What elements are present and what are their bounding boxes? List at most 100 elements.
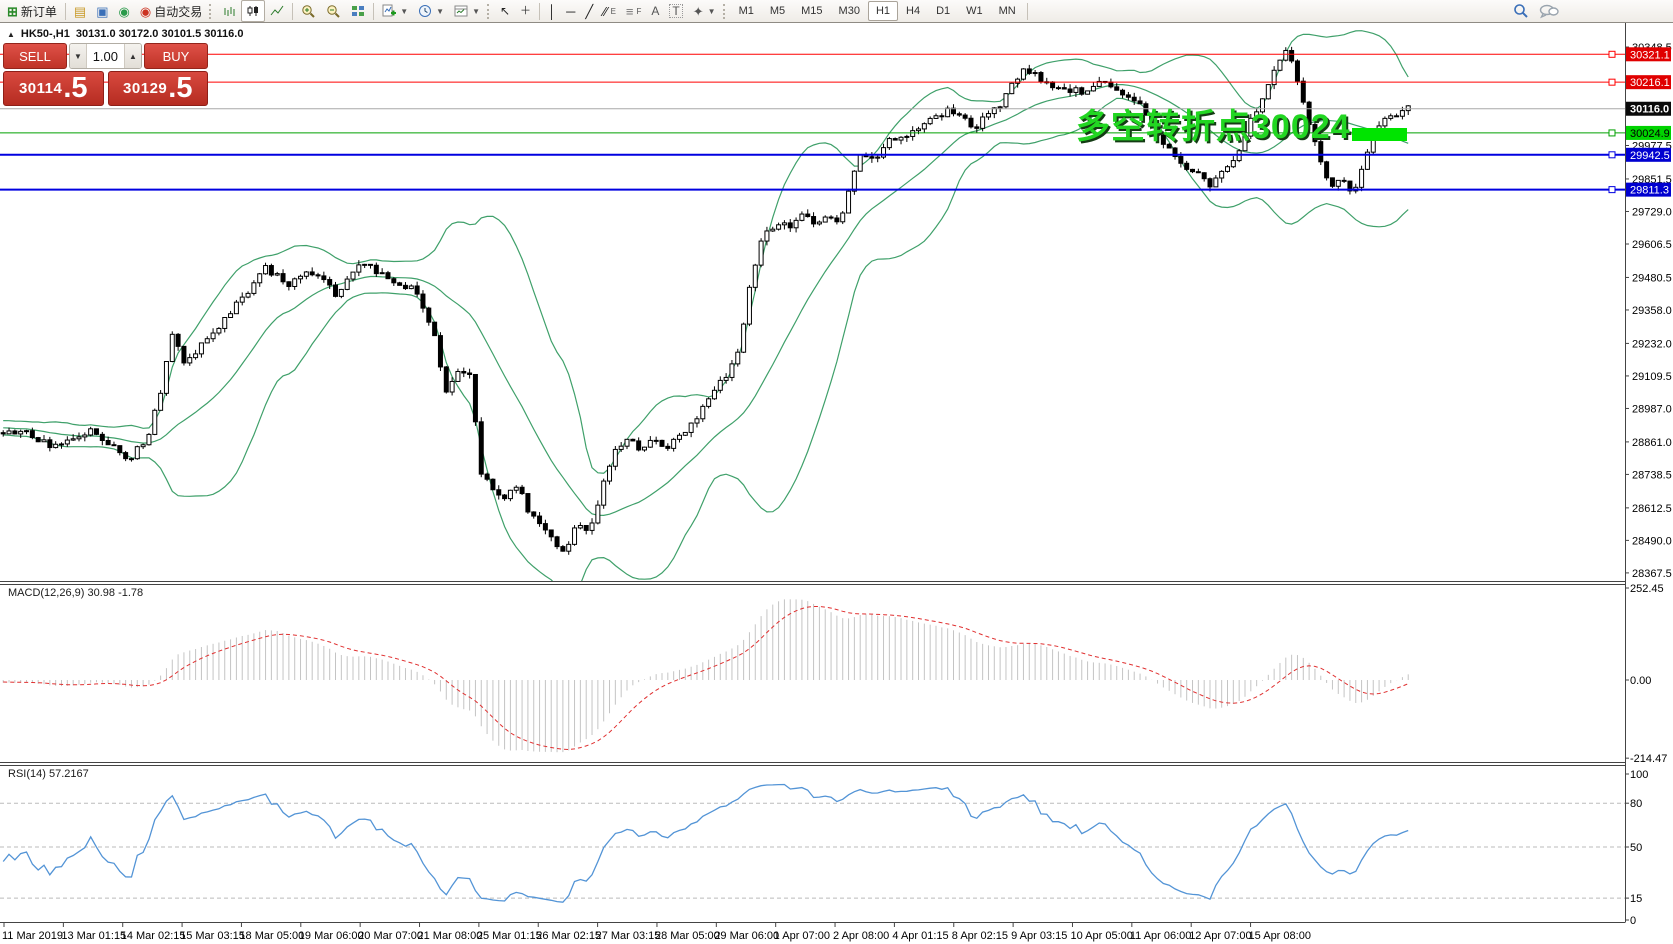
data-window-button[interactable]: ▣ [91, 0, 113, 22]
profiles-button[interactable]: ▤ [69, 0, 91, 22]
price-pane[interactable] [0, 30, 1411, 597]
rsi-pane[interactable] [0, 783, 1625, 903]
horizontal-price-lines[interactable] [0, 50, 1625, 194]
timeframe-group: M1 M5 M15 M30 H1 H4 D1 W1 MN [731, 1, 1024, 21]
timeframe-M1[interactable]: M1 [738, 5, 754, 17]
svg-text:15: 15 [1630, 893, 1642, 905]
annotation-marker-bar[interactable] [1352, 128, 1407, 141]
timeframe-M30[interactable]: M30 [838, 5, 860, 17]
svg-text:30024.9: 30024.9 [1630, 128, 1670, 140]
timeframe-W1[interactable]: W1 [966, 5, 983, 17]
svg-text:80: 80 [1630, 798, 1642, 810]
templates-button[interactable]: ▼ [449, 0, 485, 22]
chart-text-annotation[interactable]: 多空转折点30024 [1076, 108, 1351, 146]
candlestick-chart-button[interactable] [241, 0, 266, 22]
svg-text:26 Mar 02:15: 26 Mar 02:15 [536, 930, 601, 942]
cursor-button[interactable]: ↖ [495, 0, 515, 22]
signals-button[interactable]: ◉ [114, 0, 135, 22]
collapse-marker-icon[interactable]: ▲ [7, 29, 15, 39]
timeframe-H4[interactable]: H4 [906, 5, 921, 17]
sell-price-box[interactable]: 30114 .5 [3, 71, 104, 106]
profiles-icon: ▤ [73, 3, 87, 19]
timeframe-M5[interactable]: M5 [769, 5, 786, 17]
zoom-in-button[interactable] [296, 0, 321, 22]
indicators-button[interactable]: ▼ [377, 0, 413, 22]
search-icon[interactable] [1513, 3, 1529, 19]
auto-trading-button[interactable]: ◉ 自动交易 [135, 0, 207, 22]
svg-text:10 Apr 05:00: 10 Apr 05:00 [1070, 930, 1132, 942]
vertical-line-button[interactable]: │ [543, 0, 561, 22]
new-order-label: 新订单 [20, 4, 57, 19]
svg-text:50: 50 [1630, 842, 1642, 854]
svg-text:0: 0 [1630, 915, 1636, 927]
svg-text:28987.0: 28987.0 [1632, 403, 1672, 415]
svg-text:0.00: 0.00 [1630, 675, 1651, 687]
crosshair-button[interactable]: ＋ [515, 0, 536, 22]
svg-text:29480.5: 29480.5 [1632, 272, 1672, 284]
fibonacci-button[interactable]: ≡ F [621, 0, 646, 22]
svg-text:19 Mar 06:00: 19 Mar 06:00 [299, 930, 364, 942]
dropdown-caret-icon: ▼ [400, 6, 409, 16]
chart-canvas[interactable]: 30348.529977.529851.529729.029606.529480… [0, 23, 1673, 944]
svg-text:28490.0: 28490.0 [1632, 535, 1672, 547]
one-click-trading-panel: SELL ▼ ▲ BUY 30114 .5 30129 .5 [3, 43, 208, 106]
svg-text:28367.5: 28367.5 [1632, 568, 1672, 580]
rsi-indicator-label: RSI(14) 57.2167 [8, 768, 89, 780]
volume-decrease-button[interactable]: ▼ [70, 44, 87, 68]
templates-icon [454, 5, 468, 17]
sell-button[interactable]: SELL [3, 43, 67, 69]
horizontal-line-button[interactable]: ─ [561, 0, 580, 22]
timeframe-MN[interactable]: MN [998, 5, 1016, 17]
toolbar-drag-handle[interactable] [209, 3, 213, 19]
line-chart-button[interactable] [265, 0, 289, 22]
price-axis[interactable]: 30348.529977.529851.529729.029606.529480… [1625, 42, 1672, 927]
tile-windows-button[interactable] [346, 0, 370, 22]
indicators-icon [382, 4, 397, 17]
svg-text:15 Mar 03:15: 15 Mar 03:15 [180, 930, 245, 942]
svg-text:29811.3: 29811.3 [1630, 185, 1669, 197]
buy-button[interactable]: BUY [144, 43, 208, 69]
channel-icon: ⁄⁄ [603, 3, 608, 19]
arrows-button[interactable]: ✦ ▼ [688, 0, 721, 22]
new-order-button[interactable]: ⊞ 新订单 [2, 0, 62, 22]
svg-text:14 Mar 02:15: 14 Mar 02:15 [121, 930, 186, 942]
text-button[interactable]: A [646, 0, 664, 22]
main-toolbar: ⊞ 新订单 ▤ ▣ ◉ ◉ 自动交易 ▼ ▼ ▼ ↖ ＋ │ ─ ╱ [0, 0, 1673, 23]
buy-price-frac: .5 [168, 72, 193, 105]
zoom-out-button[interactable] [321, 0, 346, 22]
horizontal-line-icon: ─ [566, 3, 576, 19]
new-order-icon: ⊞ [7, 3, 18, 19]
svg-text:9 Apr 03:15: 9 Apr 03:15 [1011, 930, 1067, 942]
timeframe-M15[interactable]: M15 [801, 5, 823, 17]
macd-name: MACD(12,26,9) [8, 587, 85, 599]
periods-button[interactable]: ▼ [413, 0, 449, 22]
volume-input[interactable] [87, 44, 124, 68]
macd-pane[interactable] [2, 599, 1409, 753]
volume-increase-button[interactable]: ▲ [124, 44, 141, 68]
text-label-button[interactable]: T [664, 0, 687, 22]
trendline-button[interactable]: ╱ [580, 0, 598, 22]
timeframe-D1[interactable]: D1 [936, 5, 951, 17]
dropdown-caret-icon: ▼ [472, 6, 480, 16]
svg-text:30116.0: 30116.0 [1630, 104, 1669, 116]
clock-icon [419, 5, 432, 17]
toolbar-separator [373, 2, 375, 20]
svg-text:4 Apr 01:15: 4 Apr 01:15 [892, 930, 948, 942]
channel-button[interactable]: ⁄⁄ E [598, 0, 621, 22]
data-window-icon: ▣ [96, 3, 109, 19]
svg-text:29729.0: 29729.0 [1632, 206, 1672, 218]
svg-text:29232.0: 29232.0 [1632, 338, 1672, 350]
svg-text:28738.5: 28738.5 [1632, 469, 1672, 481]
pane-borders [0, 23, 1626, 923]
timeframe-H1[interactable]: H1 [867, 1, 899, 21]
svg-text:15 Apr 08:00: 15 Apr 08:00 [1249, 930, 1311, 942]
chat-icon[interactable] [1539, 4, 1559, 19]
buy-price-box[interactable]: 30129 .5 [107, 71, 208, 106]
svg-text:100: 100 [1630, 769, 1648, 781]
toolbar-drag-handle[interactable] [722, 3, 727, 19]
macd-value: 30.98 [87, 587, 116, 599]
bar-chart-button[interactable] [217, 0, 241, 22]
toolbar-drag-handle[interactable] [486, 3, 491, 19]
svg-text:28 Mar 05:00: 28 Mar 05:00 [655, 930, 720, 942]
